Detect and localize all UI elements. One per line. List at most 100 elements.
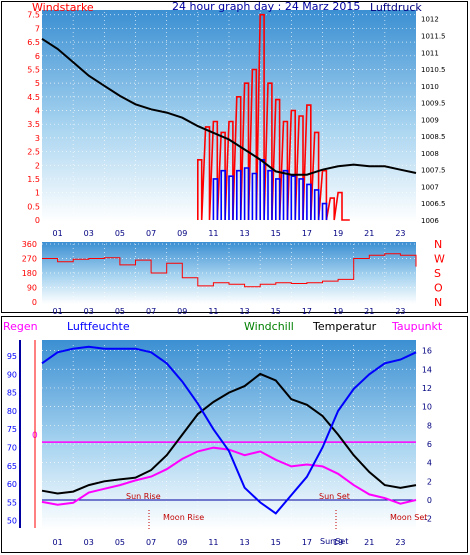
wind-tick-label: 0.5 [27, 202, 40, 211]
x-tick-label: 11 [208, 229, 218, 238]
x-tick-label: 17 [302, 229, 312, 238]
humidity-tick-label: 65 [7, 462, 17, 471]
x-tick-label: 19 [333, 538, 343, 547]
compass-label: N [434, 238, 442, 251]
direction-tick-label: 360 [22, 240, 37, 249]
humidity-tick-label: 75 [7, 425, 17, 434]
wind-tick-label: 6.5 [27, 38, 40, 47]
direction-series [42, 253, 417, 288]
x-tick-label: 03 [84, 307, 94, 316]
x-tick-label: 21 [364, 307, 374, 316]
humidity-series [41, 345, 417, 515]
direction-tick-label: 90 [27, 284, 37, 293]
humidity-tick-label: 60 [7, 480, 17, 489]
humidity-tick-label: 85 [7, 389, 17, 398]
x-tick-label: 03 [84, 538, 94, 547]
bottom-frame [1, 316, 468, 553]
x-tick-label: 11 [208, 538, 218, 547]
humidity-tick-label: 55 [7, 498, 17, 507]
direction-tick-label: 0 [32, 298, 37, 307]
event-moon-set: Moon Set [390, 513, 427, 522]
x-tick-label: 09 [177, 538, 187, 547]
wind-tick-label: 0 [35, 216, 40, 225]
wind-tick-label: 1 [35, 189, 40, 198]
temperature-tick-label: 0 [427, 496, 432, 505]
humidity-tick-label: 95 [7, 352, 17, 361]
x-tick-label: 07 [146, 538, 156, 547]
compass-label: S [434, 267, 441, 280]
wind-tick-label: 2 [35, 161, 40, 170]
x-tick-label: 01 [52, 307, 62, 316]
humidity-tick-label: 70 [7, 443, 17, 452]
direction-tick-label: 180 [22, 269, 37, 278]
pressure-tick-label: 1010.5 [421, 66, 446, 74]
temperature-tick-label: 8 [427, 421, 432, 430]
humidity-tick-label: 50 [7, 517, 17, 526]
x-tick-label: 05 [115, 538, 125, 547]
x-tick-label: 13 [239, 538, 249, 547]
legend-regen: Regen [3, 320, 38, 333]
x-tick-label: 11 [208, 307, 218, 316]
x-tick-label: 17 [302, 307, 312, 316]
x-tick-label: 05 [115, 307, 125, 316]
wind-series [197, 13, 350, 221]
x-tick-label: 13 [239, 229, 249, 238]
pressure-tick-label: 1012 [421, 16, 439, 24]
compass-label: N [434, 296, 442, 309]
wind-tick-label: 4.5 [27, 93, 40, 102]
wind-tick-label: 5.5 [27, 65, 40, 74]
wind-tick-label: 3.5 [27, 120, 40, 129]
pressure-axis-title: Luftdruck [370, 1, 422, 14]
pressure-tick-label: 1006 [421, 217, 439, 225]
humidity-tick-label: 90 [7, 370, 17, 379]
wind-tick-label: 3 [35, 134, 40, 143]
event-sun-set: Sun Set [319, 492, 350, 501]
x-tick-label: 05 [115, 229, 125, 238]
temperature-tick-label: 16 [422, 347, 432, 356]
direction-tick-label: 270 [22, 255, 37, 264]
x-tick-label: 19 [333, 307, 343, 316]
temperature-tick-label: 12 [422, 384, 432, 393]
pressure-tick-label: 1011.5 [421, 32, 446, 40]
x-tick-label: 17 [302, 538, 312, 547]
wind-tick-label: 7 [35, 24, 40, 33]
x-tick-label: 01 [52, 229, 62, 238]
pressure-series [41, 37, 417, 176]
x-tick-label: 21 [364, 229, 374, 238]
x-tick-label: 03 [84, 229, 94, 238]
pressure-tick-label: 1010 [421, 83, 439, 91]
x-tick-label: 15 [271, 538, 281, 547]
legend-luftfeuchte: Luftfeuchte [67, 320, 130, 333]
x-tick-label: 07 [146, 229, 156, 238]
temperature-tick-label: -2 [424, 515, 432, 524]
pressure-tick-label: 1006.5 [421, 200, 446, 208]
compass-label: W [434, 253, 445, 266]
pressure-tick-label: 1011 [421, 49, 439, 57]
x-tick-label: 19 [333, 229, 343, 238]
temperature-tick-label: 6 [427, 440, 432, 449]
event-moon-rise: Moon Rise [163, 513, 204, 522]
x-tick-label: 01 [52, 538, 62, 547]
x-tick-label: 13 [239, 307, 249, 316]
wind-tick-label: 5 [35, 79, 40, 88]
x-tick-label: 23 [395, 229, 405, 238]
pressure-tick-label: 1007.5 [421, 167, 446, 175]
pressure-tick-label: 1009 [421, 116, 439, 124]
wind-tick-label: 6 [35, 52, 40, 61]
pressure-tick-label: 1009.5 [421, 100, 446, 108]
pressure-tick-label: 1007 [421, 183, 439, 191]
chart-title: 24 hour graph day : 24 Marz 2015 [172, 0, 360, 13]
legend-windchill: Windchill [244, 320, 294, 333]
wind-tick-label: 1.5 [27, 175, 40, 184]
compass-label: O [434, 282, 443, 295]
x-tick-label: 15 [271, 307, 281, 316]
x-tick-label: 15 [271, 229, 281, 238]
x-tick-label: 23 [395, 538, 405, 547]
x-tick-label: 09 [177, 229, 187, 238]
event-sun-rise: Sun Rise [126, 492, 161, 501]
temperature-tick-label: 10 [422, 403, 432, 412]
temperature-tick-label: 2 [427, 477, 432, 486]
x-tick-label: 09 [177, 307, 187, 316]
